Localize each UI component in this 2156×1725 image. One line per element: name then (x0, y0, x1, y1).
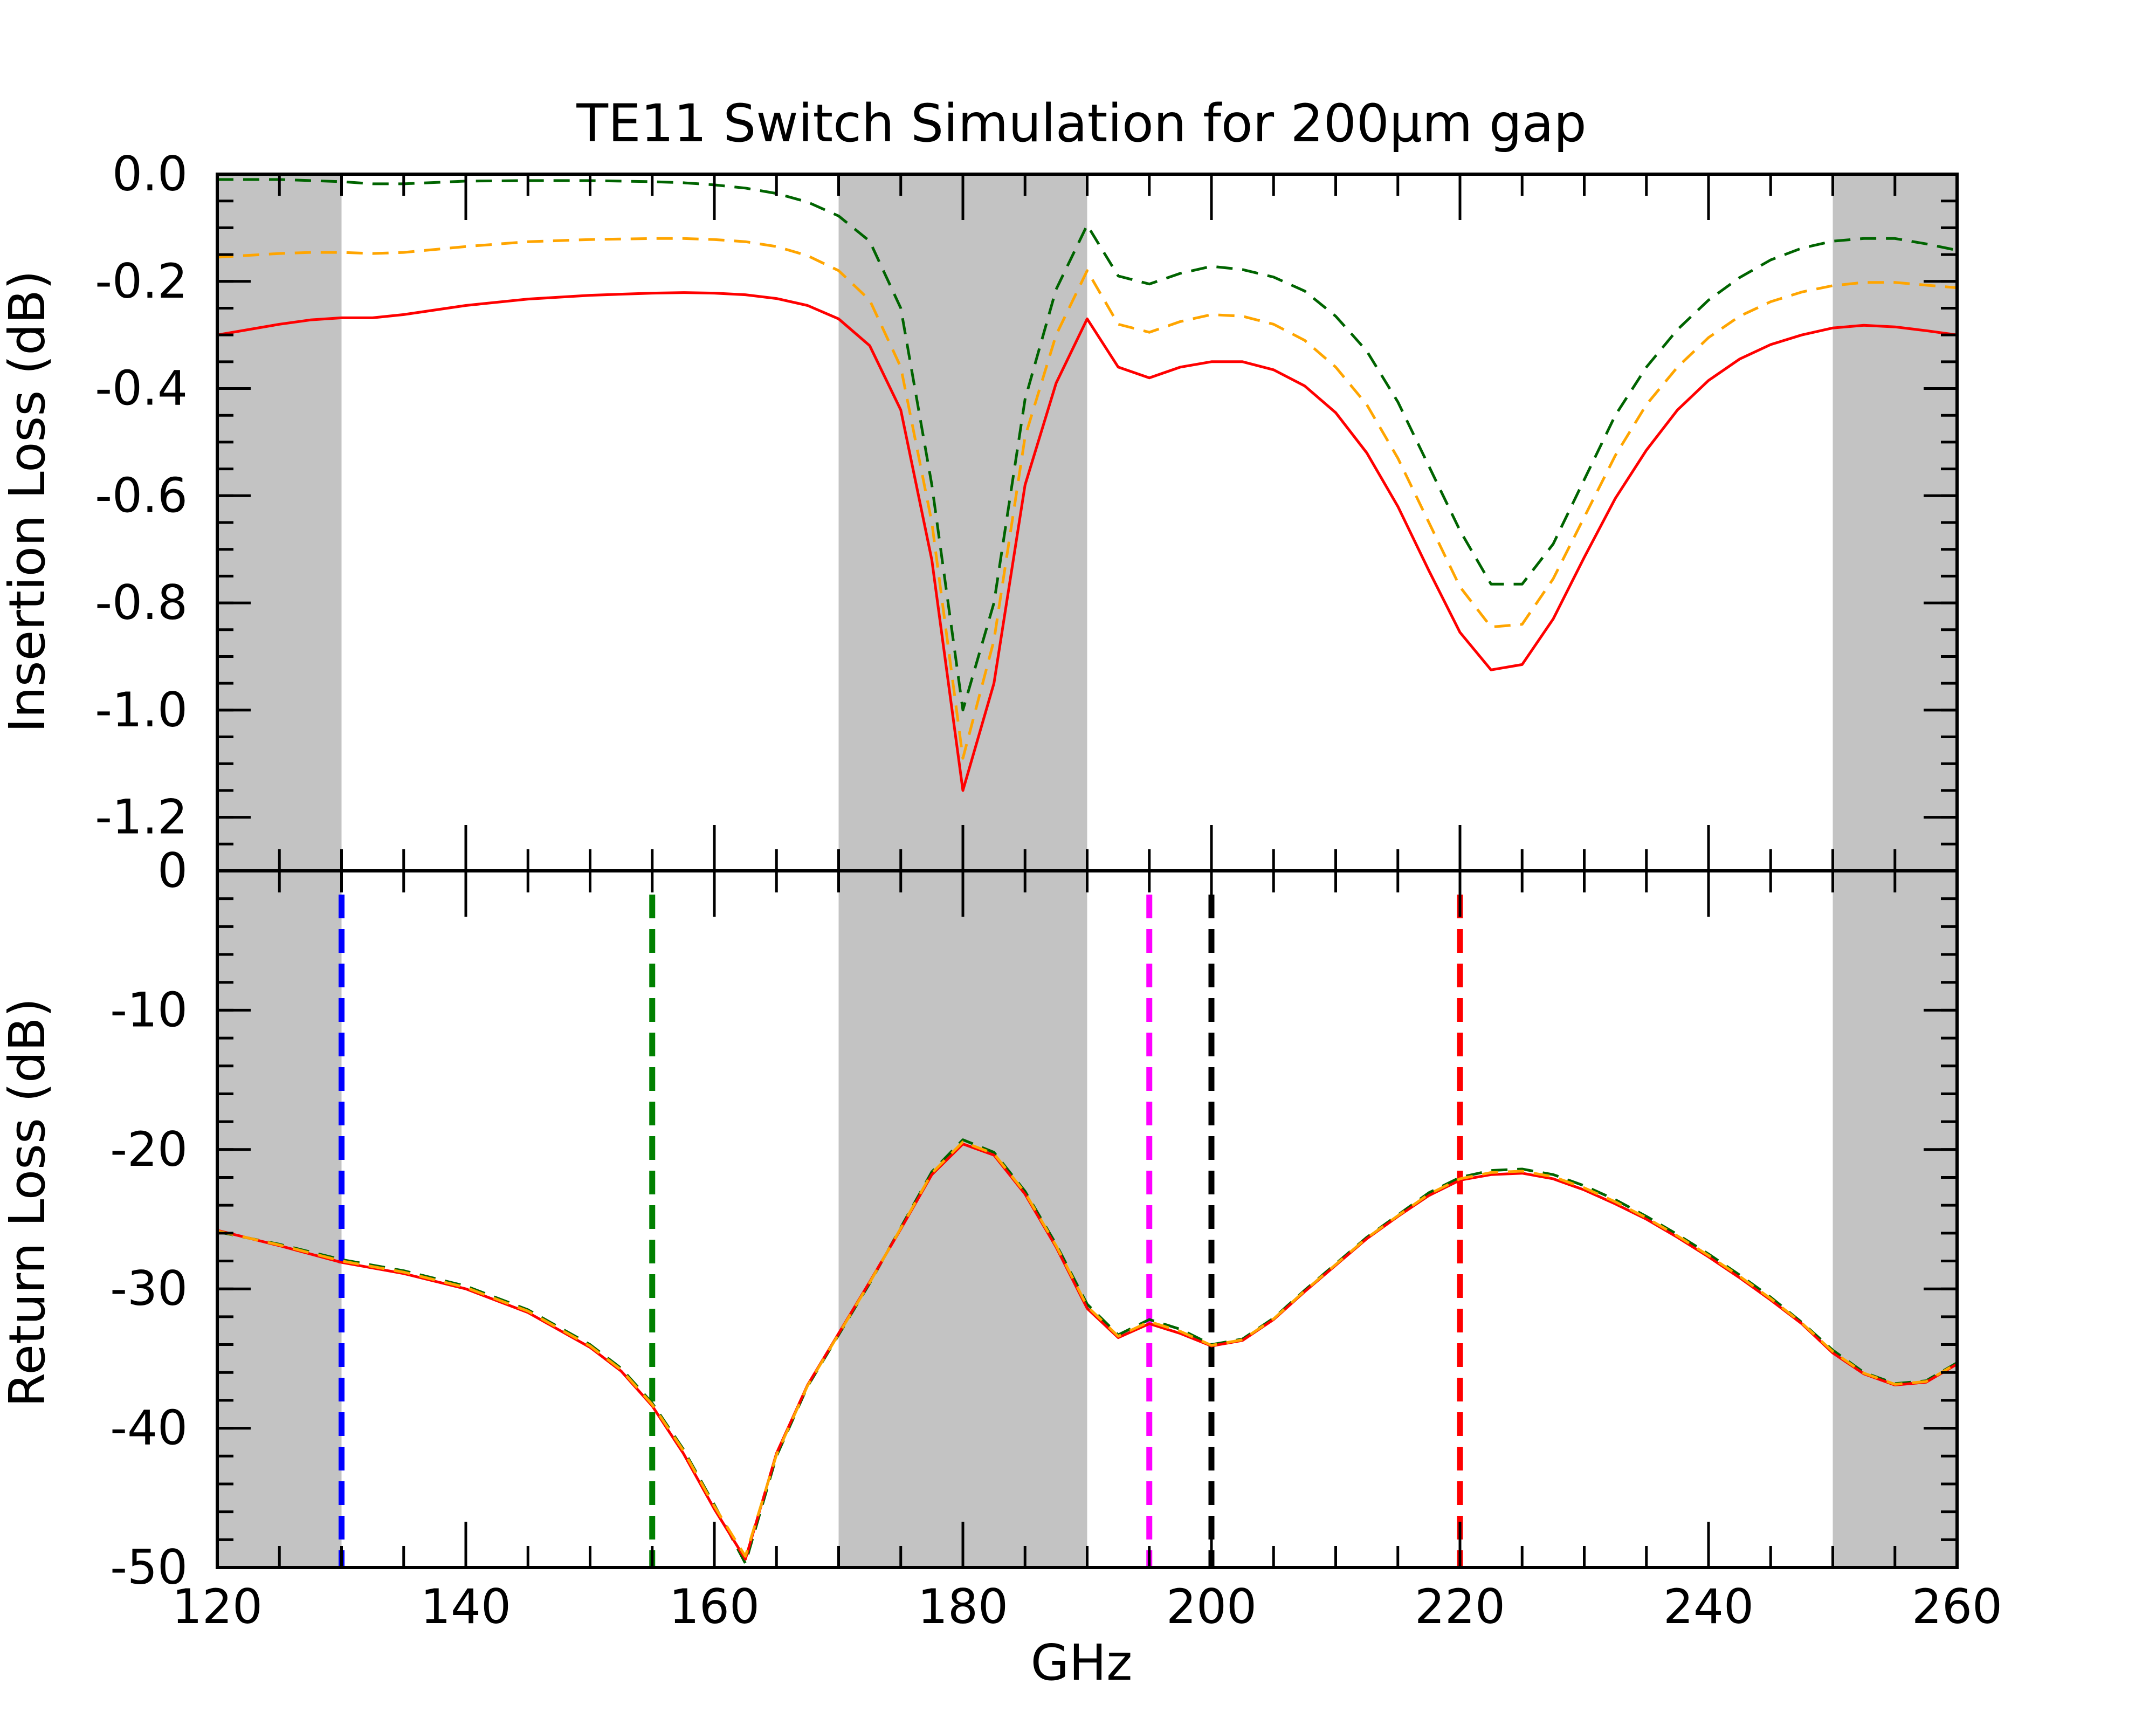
y-axis-label-insertion: Insertion Loss (dB) (0, 270, 56, 733)
insertion-series-green-dashed (217, 178, 1957, 712)
return-series-orange-dashed (217, 1140, 1957, 1558)
insertion-y-tick-label: 0.0 (112, 146, 188, 202)
shaded-band-0 (217, 871, 342, 1568)
insertion-series-orange-dashed (217, 237, 1957, 760)
insertion-y-tick-label: -0.6 (95, 468, 188, 523)
x-tick-label: 200 (1166, 1579, 1257, 1634)
insertion-loss-panel: 0.0 -0.2 -0.4 -0.6 -0.8 -1.0 -1.2 (95, 146, 1959, 872)
return-y-tick-label: -30 (110, 1261, 188, 1316)
chart-title: TE11 Switch Simulation for 200μm gap (576, 93, 1586, 154)
x-tick-label: 160 (669, 1579, 760, 1634)
shaded-band-2 (1833, 871, 1957, 1568)
x-tick-label: 240 (1663, 1579, 1754, 1634)
return-axes-frame (216, 869, 1959, 1569)
shaded-band-0 (217, 174, 342, 871)
insertion-y-tick-label: -1.2 (95, 789, 188, 845)
x-tick-label: 180 (918, 1579, 1008, 1634)
x-tick-label: 140 (421, 1579, 511, 1634)
shaded-band-2 (1833, 174, 1957, 871)
x-tick-label: 260 (1912, 1579, 2002, 1634)
x-axis-label: GHz (1031, 1634, 1133, 1692)
x-tick-label: 220 (1415, 1579, 1505, 1634)
shaded-band-1 (838, 174, 1087, 871)
insertion-y-tick-label: -0.4 (95, 361, 188, 416)
insertion-y-tick-label: -0.8 (95, 575, 188, 630)
insertion-y-tick-label: -1.0 (95, 682, 188, 738)
insertion-series-red-solid (217, 291, 1957, 792)
return-y-tick-label: -10 (110, 982, 188, 1037)
return-loss-panel: 0 -10 -20 -30 -40 -50 (110, 843, 1959, 1595)
x-axis-tick-labels: 120 140 160 180 200 220 240 260 (172, 1579, 2002, 1634)
insertion-y-tick-label: -0.2 (95, 253, 188, 309)
return-y-tick-label: -50 (110, 1540, 188, 1595)
return-y-tick-label: -40 (110, 1400, 188, 1456)
return-y-tick-label: 0 (157, 843, 188, 898)
x-tick-label: 120 (172, 1579, 263, 1634)
return-y-tick-label: -20 (110, 1122, 188, 1177)
shaded-band-1 (838, 871, 1087, 1568)
y-axis-label-return: Return Loss (dB) (0, 998, 56, 1407)
